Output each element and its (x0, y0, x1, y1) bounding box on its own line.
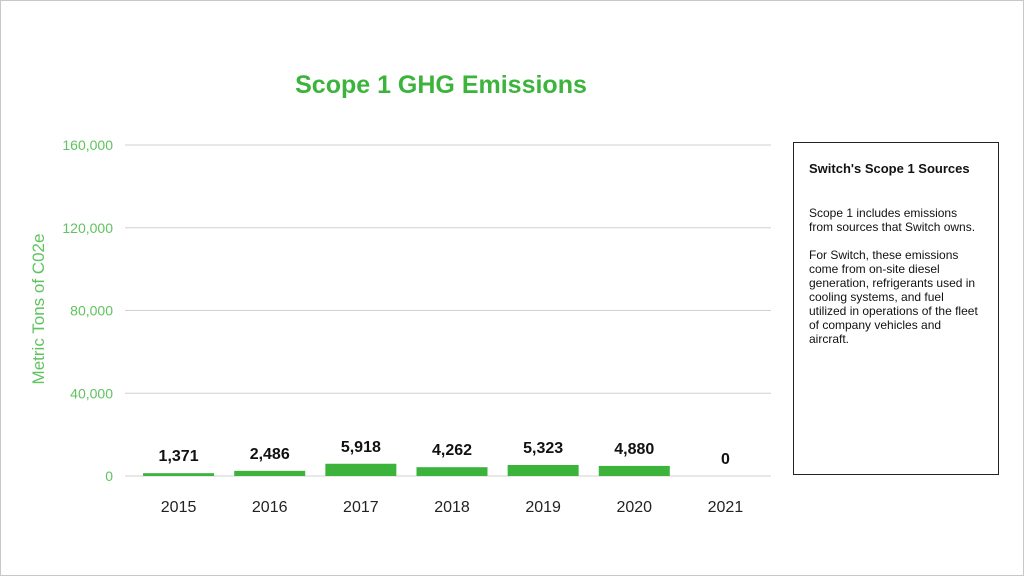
data-label-2018: 4,262 (432, 442, 472, 459)
data-label-2015: 1,371 (159, 448, 199, 465)
bar-2019 (507, 464, 579, 476)
sidebox-paragraph-1: Scope 1 includes emissions from sources … (809, 206, 976, 234)
data-label-2020: 4,880 (614, 441, 654, 458)
bar-2016 (234, 470, 306, 476)
x-tick-label-2018: 2018 (434, 499, 470, 516)
data-label-2019: 5,323 (523, 440, 563, 457)
y-tick-label: 160,000 (62, 137, 113, 153)
y-tick-label: 40,000 (70, 385, 113, 401)
x-tick-label-2017: 2017 (343, 499, 379, 516)
chart-title: Scope 1 GHG Emissions (295, 71, 587, 99)
x-tick-label-2019: 2019 (525, 499, 561, 516)
data-label-2021: 0 (721, 451, 730, 468)
sidebox-title: Switch's Scope 1 Sources (809, 161, 970, 176)
y-tick-label: 0 (105, 468, 113, 484)
sidebox-paragraph-2: For Switch, these emissions come from on… (809, 248, 978, 346)
x-tick-label-2016: 2016 (252, 499, 288, 516)
scope1-sources-box: Switch's Scope 1 Sources Scope 1 include… (793, 142, 999, 475)
bar-2018 (416, 467, 488, 476)
y-tick-label: 80,000 (70, 303, 113, 319)
y-tick-label: 120,000 (62, 220, 113, 236)
x-tick-label-2021: 2021 (708, 499, 744, 516)
bar-2020 (598, 465, 670, 476)
data-label-2017: 5,918 (341, 439, 381, 456)
x-tick-label-2015: 2015 (161, 499, 197, 516)
bar-2017 (325, 463, 397, 476)
x-tick-label-2020: 2020 (616, 499, 652, 516)
data-label-2016: 2,486 (250, 446, 290, 463)
bar-chart: 0 40,000 80,000 120,000 160,000 1,371 2,486 5,… (62, 137, 771, 516)
bar-2015 (143, 473, 215, 476)
